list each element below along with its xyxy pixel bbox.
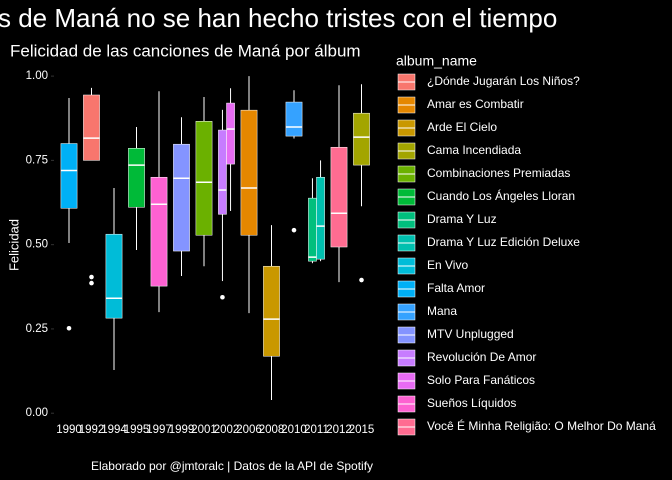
legend-label: Você É Minha Religião: O Melhor Do Maná [427, 418, 656, 433]
outlier [220, 294, 225, 300]
x-tick-label: 2010 [281, 424, 307, 436]
box [150, 176, 168, 287]
y-tick-label: 0.50 [26, 239, 48, 251]
legend-label: Drama Y Luz [427, 212, 497, 226]
outlier [89, 280, 94, 286]
legend-label: ¿Dónde Jugarán Los Niños? [427, 74, 580, 88]
outlier [359, 277, 364, 283]
box [83, 94, 100, 161]
legend-label: Combinaciones Premiadas [427, 166, 570, 180]
box [173, 143, 190, 252]
x-tick-label: 1994 [101, 424, 127, 436]
box [195, 121, 213, 236]
box [60, 143, 78, 209]
box [226, 102, 235, 165]
outlier [291, 227, 297, 233]
legend-label: Mana [427, 304, 457, 318]
legend-label: Cuando Los Ángeles Lloran [427, 188, 575, 203]
legend-label: Arde El Cielo [427, 120, 497, 134]
x-tick-label: 1990 [56, 424, 82, 436]
box [240, 109, 258, 236]
chart-subtitle: Felicidad de las canciones de Maná por á… [10, 41, 361, 60]
y-tick-label: 0.25 [26, 323, 48, 335]
outlier [89, 274, 94, 280]
x-tick-label: 2011 [304, 424, 329, 436]
box [128, 147, 145, 208]
box [353, 112, 370, 166]
box [285, 101, 303, 137]
x-tick-label: 2015 [349, 424, 375, 436]
box [308, 197, 317, 262]
y-tick-label: 1.00 [26, 70, 48, 82]
box [330, 146, 348, 248]
x-tick-label: 2008 [259, 424, 285, 436]
caption: Elaborado por @jmtoralc | Datos de la AP… [91, 459, 373, 473]
y-tick-label: 0.75 [26, 154, 48, 166]
box [263, 265, 280, 357]
x-tick-label: 2001 [191, 424, 217, 436]
y-tick-label: 0.00 [26, 407, 48, 419]
legend-label: Amar es Combatir [427, 97, 524, 111]
box [105, 233, 123, 319]
y-axis-label: Felicidad [6, 219, 21, 271]
legend-label: Solo Para Fanáticos [427, 373, 535, 387]
legend-label: Cama Incendiada [427, 143, 521, 157]
x-tick-label: 1995 [124, 424, 150, 436]
box [218, 129, 227, 215]
legend-label: MTV Unplugged [427, 327, 514, 341]
x-tick-label: 1999 [169, 424, 195, 436]
chart-title: s de Maná no se han hecho tristes con el… [0, 3, 557, 33]
legend-label: Drama Y Luz Edición Deluxe [427, 235, 580, 249]
x-tick-label: 1997 [146, 424, 172, 436]
legend-title: album_name [396, 53, 477, 69]
x-tick-label: 2012 [326, 424, 352, 436]
x-tick-label: 1992 [79, 424, 105, 436]
x-tick-label: 2006 [236, 424, 262, 436]
x-tick-label: 2002 [214, 424, 240, 436]
legend-label: En Vivo [427, 258, 468, 272]
legend-label: Falta Amor [427, 281, 485, 295]
outlier [66, 325, 72, 331]
legend-label: Sueños Líquidos [427, 396, 516, 410]
legend-label: Revolución De Amor [427, 350, 536, 364]
box [316, 176, 325, 260]
